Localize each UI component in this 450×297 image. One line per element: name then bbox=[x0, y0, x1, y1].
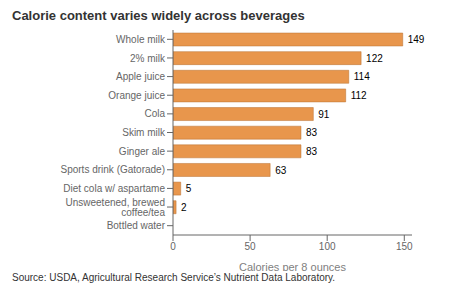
html-text:Source: USDA, Agricultural Res: Source: USDA, Agricultural Research Serv… bbox=[12, 272, 336, 283]
svg-text:5: 5 bbox=[186, 183, 192, 194]
svg-text:Cola: Cola bbox=[144, 108, 165, 119]
svg-text:63: 63 bbox=[275, 165, 287, 176]
svg-text:50: 50 bbox=[245, 241, 257, 252]
svg-text:122: 122 bbox=[366, 53, 383, 64]
svg-text:Sports drink (Gatorade): Sports drink (Gatorade) bbox=[61, 164, 166, 175]
svg-text:Diet cola w/ aspartame: Diet cola w/ aspartame bbox=[63, 183, 165, 194]
svg-text:Skim milk: Skim milk bbox=[122, 127, 166, 138]
svg-text:91: 91 bbox=[318, 109, 330, 120]
svg-text:149: 149 bbox=[408, 34, 425, 45]
html-text:Calorie content varies widely: Calorie content varies widely across bev… bbox=[12, 8, 305, 23]
svg-text:Calories per 8 ounces: Calories per 8 ounces bbox=[239, 261, 347, 271]
svg-text:2% milk: 2% milk bbox=[130, 53, 166, 64]
svg-text:150: 150 bbox=[396, 241, 413, 252]
svg-text:112: 112 bbox=[351, 90, 367, 101]
svg-text:Unsweetened, brewedcoffee/tea: Unsweetened, brewedcoffee/tea bbox=[65, 197, 165, 218]
svg-text:Whole milk: Whole milk bbox=[116, 34, 166, 45]
svg-text:Orange juice: Orange juice bbox=[108, 90, 165, 101]
svg-text:100: 100 bbox=[319, 241, 336, 252]
svg-text:Bottled water: Bottled water bbox=[107, 220, 166, 231]
svg-text:114: 114 bbox=[354, 71, 370, 82]
svg-text:2: 2 bbox=[181, 202, 187, 213]
svg-text:83: 83 bbox=[306, 127, 318, 138]
svg-text:0: 0 bbox=[170, 241, 176, 252]
svg-text:Ginger ale: Ginger ale bbox=[119, 146, 166, 157]
svg-text:Apple juice: Apple juice bbox=[116, 71, 165, 82]
svg-text:83: 83 bbox=[306, 146, 318, 157]
